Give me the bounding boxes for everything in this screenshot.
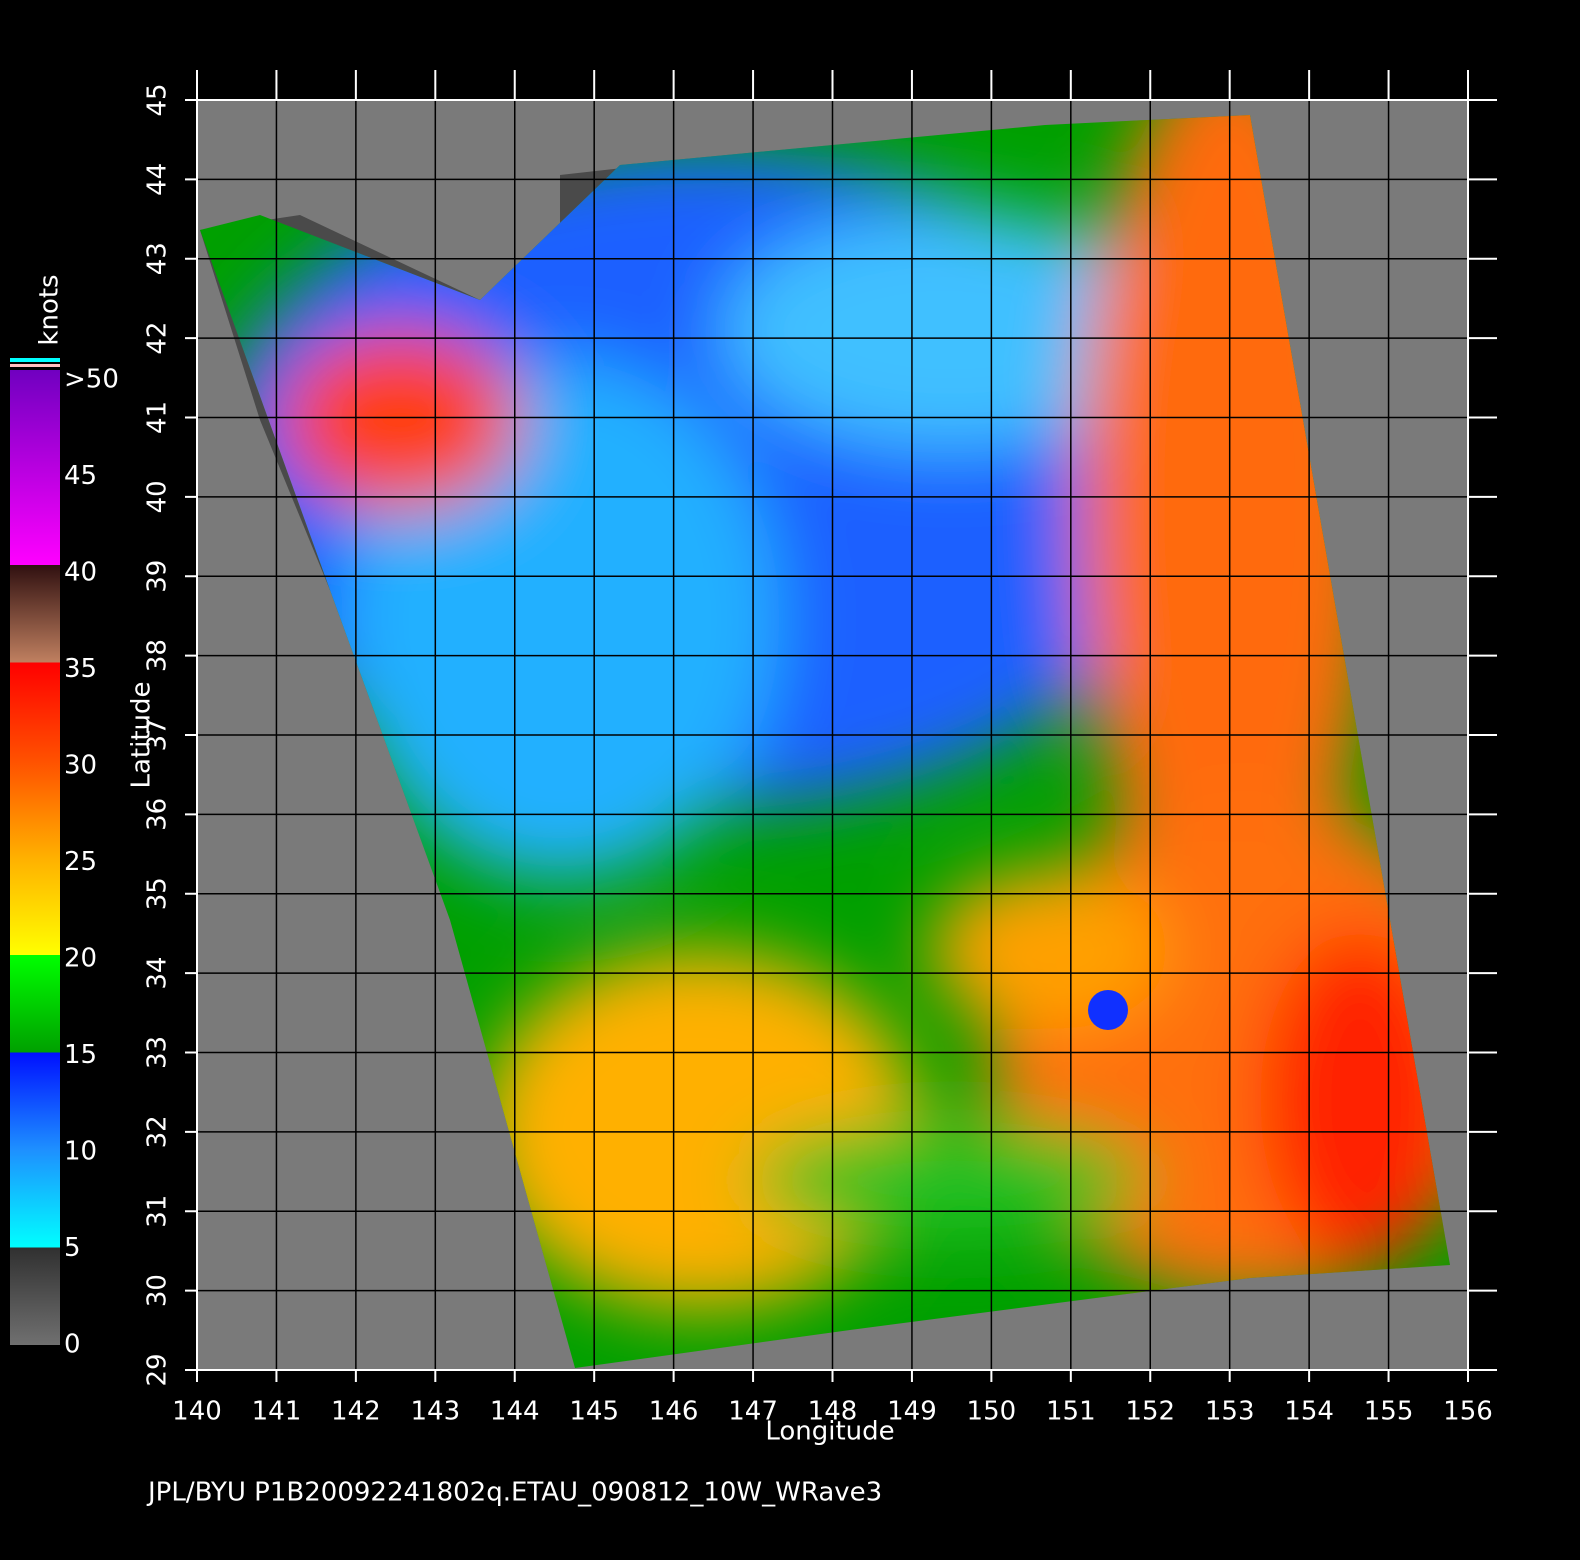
x-tick-label: 148 (808, 1397, 858, 1427)
x-tick-label: 141 (252, 1397, 302, 1427)
x-axis-label: Longitude (765, 1417, 894, 1447)
colorbar-stripe (10, 358, 60, 362)
colorbar-label: 45 (64, 461, 97, 491)
y-tick-label: 42 (143, 322, 173, 355)
y-tick-label: 37 (143, 718, 173, 751)
colorbar-label: 0 (64, 1330, 81, 1360)
x-tick-label: 145 (569, 1397, 619, 1427)
colorbar-label: 30 (64, 751, 97, 781)
y-tick-label: 45 (143, 83, 173, 116)
x-tick-label: 153 (1205, 1397, 1255, 1427)
colorbar-label: 40 (64, 558, 97, 588)
y-tick-label: 29 (143, 1353, 173, 1386)
y-tick-label: 30 (143, 1274, 173, 1307)
y-tick-label: 41 (143, 401, 173, 434)
y-tick-label: 40 (143, 480, 173, 513)
y-tick-label: 39 (143, 560, 173, 593)
y-tick-label: 33 (143, 1036, 173, 1069)
x-tick-label: 144 (490, 1397, 540, 1427)
x-tick-label: 152 (1125, 1397, 1175, 1427)
colorbar-label: 10 (64, 1137, 97, 1167)
y-tick-label: 44 (143, 163, 173, 196)
x-tick-label: 155 (1364, 1397, 1414, 1427)
y-tick-label: 38 (143, 639, 173, 672)
x-tick-label: 142 (331, 1397, 381, 1427)
colorbar-stripe (10, 364, 60, 367)
colorbar-label: 5 (64, 1233, 81, 1263)
y-tick-label: 36 (143, 798, 173, 831)
colorbar-label: 20 (64, 944, 97, 974)
colorbar-label: 15 (64, 1040, 97, 1070)
x-tick-label: 143 (410, 1397, 460, 1427)
x-tick-label: 146 (649, 1397, 699, 1427)
colorbar-title: knots (35, 274, 65, 345)
y-tick-label: 32 (143, 1115, 173, 1148)
y-tick-label: 31 (143, 1195, 173, 1228)
colorbar (10, 370, 60, 1345)
x-tick-label: 154 (1284, 1397, 1334, 1427)
y-tick-label: 43 (143, 242, 173, 275)
colorbar-label: 25 (64, 847, 97, 877)
x-tick-label: 147 (728, 1397, 778, 1427)
y-tick-label: 35 (143, 877, 173, 910)
y-axis-label: Latitude (127, 681, 157, 788)
colorbar-label: >50 (64, 365, 119, 395)
footer: JPL/BYU P1B20092241802q.ETAU_090812_10W_… (146, 1478, 882, 1508)
x-tick-label: 149 (887, 1397, 937, 1427)
x-tick-label: 140 (172, 1397, 222, 1427)
colorbar-label: 35 (64, 654, 97, 684)
x-tick-label: 150 (967, 1397, 1017, 1427)
y-tick-label: 34 (143, 957, 173, 990)
x-tick-label: 156 (1443, 1397, 1493, 1427)
x-tick-label: 151 (1046, 1397, 1096, 1427)
